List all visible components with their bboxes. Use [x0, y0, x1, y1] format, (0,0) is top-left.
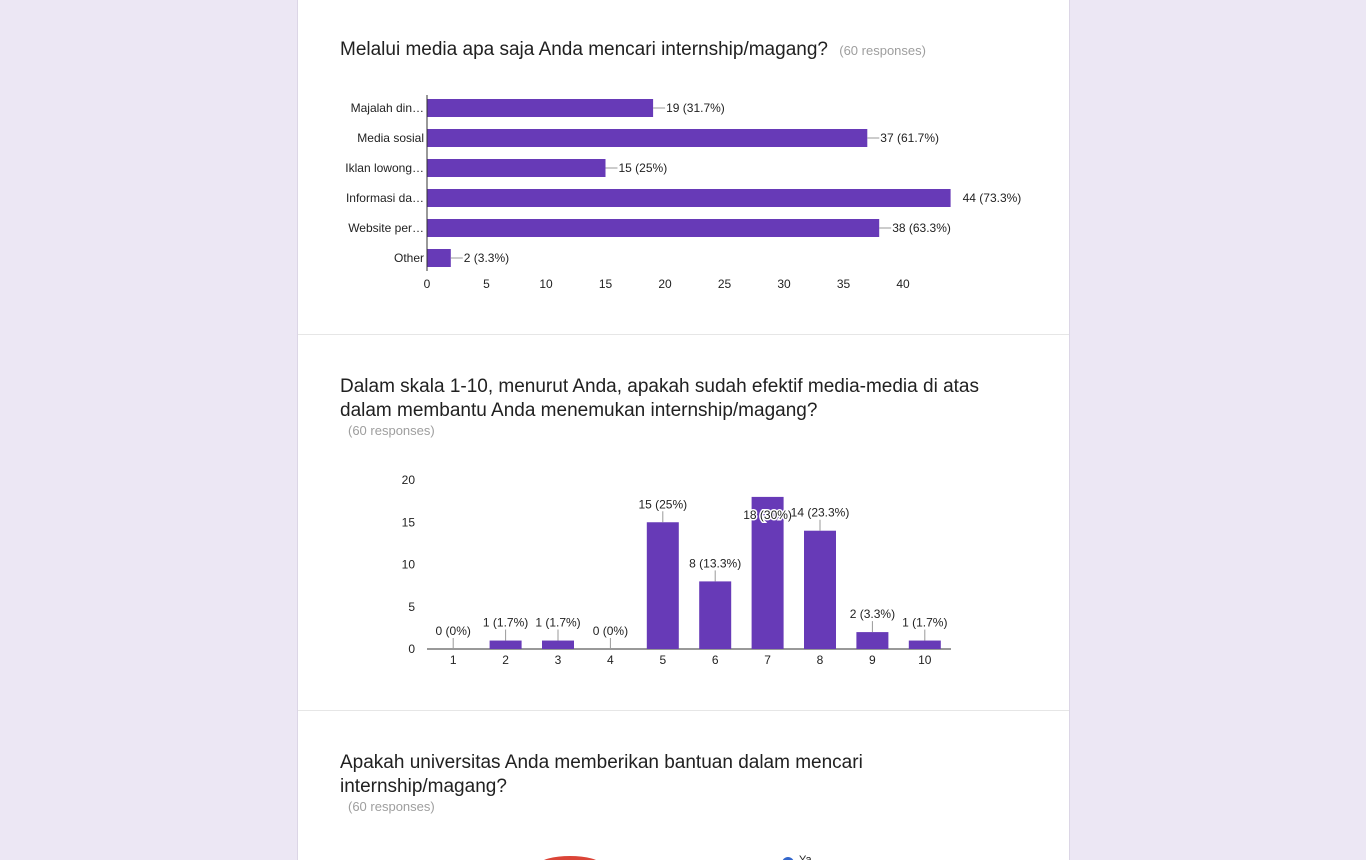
question-title: Apakah universitas Anda memberikan bantu…	[340, 751, 863, 799]
y-tick-label: 10	[402, 558, 416, 572]
data-label: 14 (23.3%)	[791, 506, 850, 520]
data-label: 2 (3.3%)	[850, 607, 895, 621]
horizontal-bar-chart: Majalah din… 19 (31.7%) Media sosial 37 (61…	[345, 95, 1022, 291]
x-tick-label: 10	[918, 653, 932, 667]
x-tick-label: 0	[424, 277, 431, 291]
x-tick-label: 6	[712, 653, 719, 667]
bar	[427, 159, 606, 177]
bar	[542, 640, 574, 649]
bar	[751, 496, 784, 649]
data-label: 18 (30%)	[743, 508, 792, 522]
x-tick-label: 10	[539, 277, 553, 291]
vertical-bar-chart: 0 5 10 15 20 1 0 (0%) 2 1 (1.7%) 3 1 (1.7%) 4 0 (0%)…	[402, 473, 951, 667]
response-count: (60 responses)	[348, 799, 435, 814]
category-label: Website per…	[348, 221, 424, 235]
x-tick-label: 40	[896, 277, 910, 291]
x-tick-label: 20	[658, 277, 672, 291]
bar	[427, 249, 451, 267]
y-tick-label: 20	[402, 473, 416, 487]
section-divider	[298, 334, 1069, 335]
bar	[856, 632, 889, 649]
data-label: 19 (31.7%)	[666, 101, 725, 115]
data-label: 15 (25%)	[619, 161, 668, 175]
y-tick-label: 0	[408, 642, 415, 656]
x-tick-label: 3	[555, 653, 562, 667]
bar	[646, 522, 679, 649]
x-tick-label: 15	[599, 277, 613, 291]
legend-label: Ya	[799, 854, 813, 860]
question-card-university: Apakah universitas Anda memberikan bantu…	[298, 711, 1069, 860]
category-label: Media sosial	[357, 131, 424, 145]
response-count: (60 responses)	[348, 423, 435, 438]
x-tick-label: 5	[483, 277, 490, 291]
bar	[427, 189, 951, 207]
legend-dot-icon	[782, 857, 794, 860]
pie-chart-partial: Ya	[544, 854, 813, 860]
data-label: 44 (73.3%)	[963, 191, 1022, 205]
data-label: 0 (0%)	[593, 624, 628, 638]
bar	[804, 530, 836, 649]
bar	[427, 219, 880, 237]
question-text: Melalui media apa saja Anda mencari inte…	[340, 39, 828, 60]
section-divider	[298, 710, 1069, 711]
bar	[427, 99, 654, 117]
data-label: 37 (61.7%)	[880, 131, 939, 145]
x-tick-label: 8	[817, 653, 824, 667]
data-label: 2 (3.3%)	[464, 251, 509, 265]
y-tick-label: 15	[402, 515, 416, 529]
x-tick-label: 5	[659, 653, 666, 667]
bar	[427, 129, 868, 147]
category-label: Majalah din…	[351, 101, 424, 115]
question-card-scale: Dalam skala 1-10, menurut Anda, apakah s…	[298, 335, 1069, 710]
question-text-line-2: internship/magang?	[340, 776, 507, 797]
data-label: 1 (1.7%)	[535, 616, 580, 630]
x-tick-label: 30	[777, 277, 791, 291]
data-label: 0 (0%)	[436, 624, 471, 638]
x-tick-label: 9	[869, 653, 876, 667]
x-tick-label: 7	[764, 653, 771, 667]
category-label: Other	[394, 251, 424, 265]
x-tick-label: 4	[607, 653, 614, 667]
data-label: 8 (13.3%)	[689, 556, 741, 570]
data-label: 15 (25%)	[638, 497, 687, 511]
question-card-media: Melalui media apa saja Anda mencari inte…	[298, 0, 1069, 334]
response-count: (60 responses)	[839, 43, 926, 58]
question-text-line-1: Dalam skala 1-10, menurut Anda, apakah s…	[340, 376, 979, 397]
x-tick-label: 2	[502, 653, 509, 667]
data-label: 38 (63.3%)	[892, 221, 951, 235]
pie-slice-top	[544, 856, 596, 860]
bar	[908, 640, 941, 649]
question-title: Dalam skala 1-10, menurut Anda, apakah s…	[340, 375, 979, 423]
bar	[699, 581, 732, 649]
x-tick-label: 35	[837, 277, 851, 291]
question-title: Melalui media apa saja Anda mencari inte…	[340, 38, 926, 63]
category-label: Iklan lowong…	[345, 161, 424, 175]
y-tick-label: 5	[408, 600, 415, 614]
bar	[489, 640, 522, 649]
question-text-line-2: dalam membantu Anda menemukan internship…	[340, 400, 818, 421]
form-summary-page: Melalui media apa saja Anda mencari inte…	[297, 0, 1070, 860]
data-label: 1 (1.7%)	[483, 616, 528, 630]
question-text-line-1: Apakah universitas Anda memberikan bantu…	[340, 752, 863, 773]
category-label: Informasi da…	[346, 191, 424, 205]
x-tick-label: 1	[450, 653, 457, 667]
x-tick-label: 25	[718, 277, 732, 291]
data-label: 1 (1.7%)	[902, 616, 947, 630]
